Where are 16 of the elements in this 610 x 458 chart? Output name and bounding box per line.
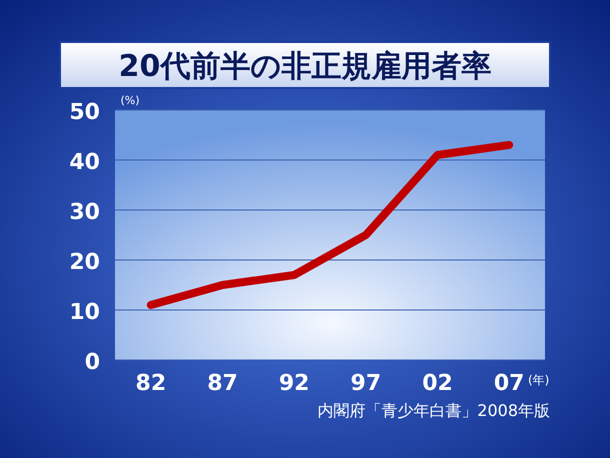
y-axis-title: (%) [120,94,140,107]
y-tick-label: 40 [69,150,100,175]
x-tick-label: 02 [422,371,453,396]
chart-title: 20代前半の非正規雇用者率 [118,49,492,84]
y-tick-label: 30 [69,200,100,225]
y-tick-label: 20 [69,250,100,275]
x-tick-label: 87 [207,371,238,396]
x-tick-label: 07 [494,371,524,396]
y-tick-label: 0 [84,350,100,375]
x-tick-label: 82 [136,371,166,396]
y-tick-label: 10 [69,300,100,325]
text: 内閣府「青少年白書」2008年版 [317,401,550,420]
x-tick-label: 92 [278,371,310,396]
x-axis-title: (年) [528,373,550,387]
y-tick-label: 50 [69,100,100,125]
x-tick-label: 97 [350,371,382,396]
